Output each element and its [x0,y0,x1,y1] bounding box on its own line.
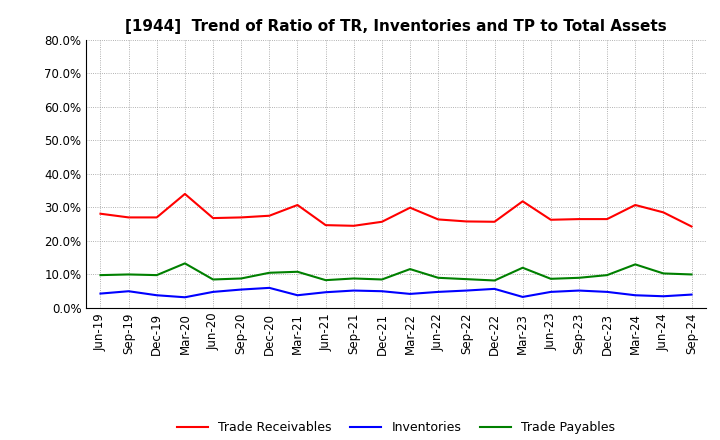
Inventories [237,287,246,292]
Trade Receivables [293,202,302,208]
Trade Payables [293,269,302,275]
Inventories [490,286,499,292]
Inventories [434,289,443,294]
Trade Payables [96,272,105,278]
Inventories [181,295,189,300]
Trade Receivables [659,210,667,215]
Inventories [321,290,330,295]
Inventories [631,293,639,298]
Inventories [96,291,105,296]
Inventories [406,291,415,297]
Trade Payables [349,276,358,281]
Inventories [293,293,302,298]
Trade Payables [575,275,583,280]
Trade Payables [237,276,246,281]
Trade Receivables [462,219,471,224]
Trade Payables [377,277,386,282]
Trade Payables [125,272,133,277]
Inventories [209,289,217,294]
Trade Payables [490,278,499,283]
Trade Receivables [603,216,611,222]
Trade Receivables [237,215,246,220]
Trade Payables [659,271,667,276]
Inventories [265,285,274,290]
Trade Receivables [377,219,386,224]
Trade Receivables [153,215,161,220]
Trade Receivables [181,191,189,197]
Trade Receivables [406,205,415,210]
Line: Trade Payables: Trade Payables [101,264,691,280]
Trade Payables [434,275,443,280]
Inventories [125,289,133,294]
Trade Receivables [434,217,443,222]
Inventories [349,288,358,293]
Trade Receivables [575,216,583,222]
Trade Payables [181,261,189,266]
Trade Payables [462,276,471,282]
Trade Payables [153,272,161,278]
Trade Receivables [349,223,358,228]
Trade Payables [265,270,274,275]
Trade Receivables [687,224,696,229]
Trade Receivables [546,217,555,222]
Trade Receivables [631,202,639,208]
Trade Payables [518,265,527,270]
Trade Payables [603,272,611,278]
Inventories [462,288,471,293]
Legend: Trade Receivables, Inventories, Trade Payables: Trade Receivables, Inventories, Trade Pa… [171,416,621,439]
Trade Receivables [321,223,330,228]
Title: [1944]  Trend of Ratio of TR, Inventories and TP to Total Assets: [1944] Trend of Ratio of TR, Inventories… [125,19,667,34]
Inventories [659,293,667,299]
Trade Receivables [96,211,105,216]
Trade Receivables [490,219,499,224]
Trade Payables [406,267,415,272]
Trade Receivables [265,213,274,218]
Trade Payables [321,278,330,283]
Inventories [575,288,583,293]
Trade Payables [546,276,555,282]
Trade Receivables [209,216,217,221]
Inventories [518,294,527,300]
Inventories [153,293,161,298]
Line: Inventories: Inventories [101,288,691,297]
Trade Payables [209,277,217,282]
Line: Trade Receivables: Trade Receivables [101,194,691,227]
Trade Receivables [518,199,527,204]
Inventories [546,289,555,294]
Inventories [603,289,611,294]
Inventories [687,292,696,297]
Trade Payables [687,272,696,277]
Trade Receivables [125,215,133,220]
Trade Payables [631,262,639,267]
Inventories [377,289,386,294]
